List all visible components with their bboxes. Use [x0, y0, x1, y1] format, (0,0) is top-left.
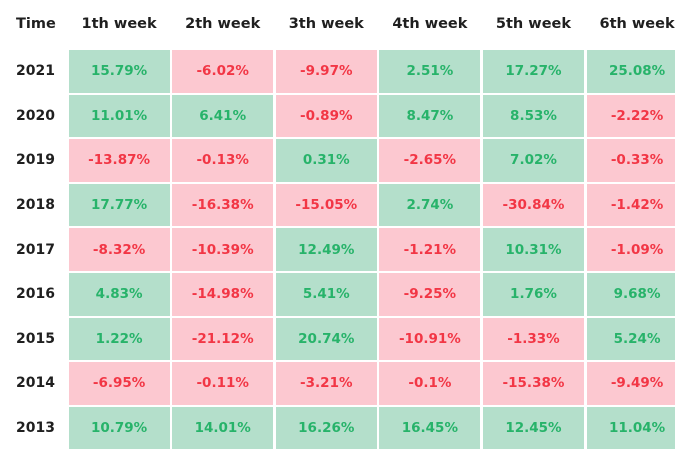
heatmap-cell-positive: 10.79%	[68, 406, 170, 449]
heatmap-cell-positive: 12.49%	[275, 228, 377, 271]
row-label-year: 2019	[16, 152, 55, 169]
heatmap-cell-negative: -14.98%	[172, 272, 274, 316]
heatmap-cell-positive: 9.68%	[586, 272, 675, 316]
heatmap-cell-positive: 16.45%	[379, 406, 481, 449]
heatmap-cell-positive: 17.27%	[482, 50, 584, 93]
column-header-week-5: 5th week	[495, 16, 572, 32]
heatmap-cell-positive: 1.22%	[68, 317, 170, 361]
heatmap-cell-negative: -1.33%	[482, 317, 584, 361]
heatmap-cell-negative: -2.65%	[379, 139, 481, 182]
row-label-year: 2020	[16, 107, 55, 124]
heatmap-cell-positive: 12.45%	[482, 406, 584, 449]
heatmap-cell-negative: -16.38%	[172, 183, 274, 227]
heatmap-cell-positive: 11.01%	[68, 94, 170, 138]
heatmap-cell-positive: 8.47%	[379, 94, 481, 138]
row-label-year: 2018	[16, 197, 55, 214]
heatmap-cell-positive: 8.53%	[482, 94, 584, 138]
row-label-year: 2016	[16, 286, 55, 303]
heatmap-cell-positive: 0.31%	[275, 139, 377, 182]
row-label-year: 2014	[16, 375, 55, 392]
heatmap-cell-positive: 5.41%	[275, 272, 377, 316]
heatmap-cell-negative: -0.33%	[586, 139, 675, 182]
heatmap-cell-positive: 25.08%	[586, 50, 675, 93]
row-label-year: 2021	[16, 63, 55, 80]
heatmap-cell-positive: 7.02%	[482, 139, 584, 182]
heatmap-cell-positive: 2.51%	[379, 50, 481, 93]
heatmap-cell-positive: 14.01%	[172, 406, 274, 449]
heatmap-cell-positive: 1.76%	[482, 272, 584, 316]
heatmap-cell-positive: 15.79%	[68, 50, 170, 93]
corner-header-time: Time	[16, 16, 56, 32]
column-header-week-4: 4th week	[392, 16, 468, 32]
returns-heatmap-table: Time 1th week 2th week 3th week 4th week…	[16, 16, 675, 449]
heatmap-cell-positive: 17.77%	[68, 183, 170, 227]
heatmap-cell-negative: -15.05%	[275, 183, 377, 227]
heatmap-cell-negative: -9.49%	[586, 362, 675, 405]
heatmap-cell-positive: 5.24%	[586, 317, 675, 361]
row-label-year: 2013	[16, 420, 55, 437]
heatmap-cell-negative: -9.97%	[275, 50, 377, 93]
heatmap-cell-negative: -10.91%	[379, 317, 481, 361]
heatmap-cell-negative: -6.02%	[172, 50, 274, 93]
heatmap-cell-negative: -21.12%	[172, 317, 274, 361]
heatmap-cell-negative: -9.25%	[379, 272, 481, 316]
heatmap-cell-positive: 6.41%	[172, 94, 274, 138]
heatmap-cell-negative: -13.87%	[68, 139, 170, 182]
heatmap-cell-negative: -2.22%	[586, 94, 675, 138]
heatmap-cell-negative: -3.21%	[275, 362, 377, 405]
heatmap-cell-positive: 4.83%	[68, 272, 170, 316]
heatmap-cell-negative: -15.38%	[482, 362, 584, 405]
column-header-week-3: 3th week	[288, 16, 364, 32]
heatmap-cell-positive: 20.74%	[275, 317, 377, 361]
heatmap-cell-negative: -30.84%	[482, 183, 584, 227]
heatmap-cell-negative: -1.21%	[379, 228, 481, 271]
heatmap-cell-negative: -8.32%	[68, 228, 170, 271]
column-header-week-1: 1th week	[81, 16, 157, 32]
column-header-week-6: 6th week	[599, 16, 675, 32]
heatmap-cell-negative: -1.09%	[586, 228, 675, 271]
row-label-year: 2015	[16, 330, 55, 347]
heatmap-cell-negative: -0.13%	[172, 139, 274, 182]
heatmap-cell-positive: 11.04%	[586, 406, 675, 449]
heatmap-cell-negative: -6.95%	[68, 362, 170, 405]
heatmap-cell-negative: -0.1%	[379, 362, 481, 405]
heatmap-cell-negative: -10.39%	[172, 228, 274, 271]
heatmap-cell-positive: 16.26%	[275, 406, 377, 449]
heatmap-cell-positive: 10.31%	[482, 228, 584, 271]
row-label-year: 2017	[16, 241, 55, 258]
heatmap-cell-negative: -0.89%	[275, 94, 377, 138]
heatmap-cell-negative: -1.42%	[586, 183, 675, 227]
column-header-week-2: 2th week	[185, 16, 261, 32]
heatmap-cell-negative: -0.11%	[172, 362, 274, 405]
heatmap-cell-positive: 2.74%	[379, 183, 481, 227]
